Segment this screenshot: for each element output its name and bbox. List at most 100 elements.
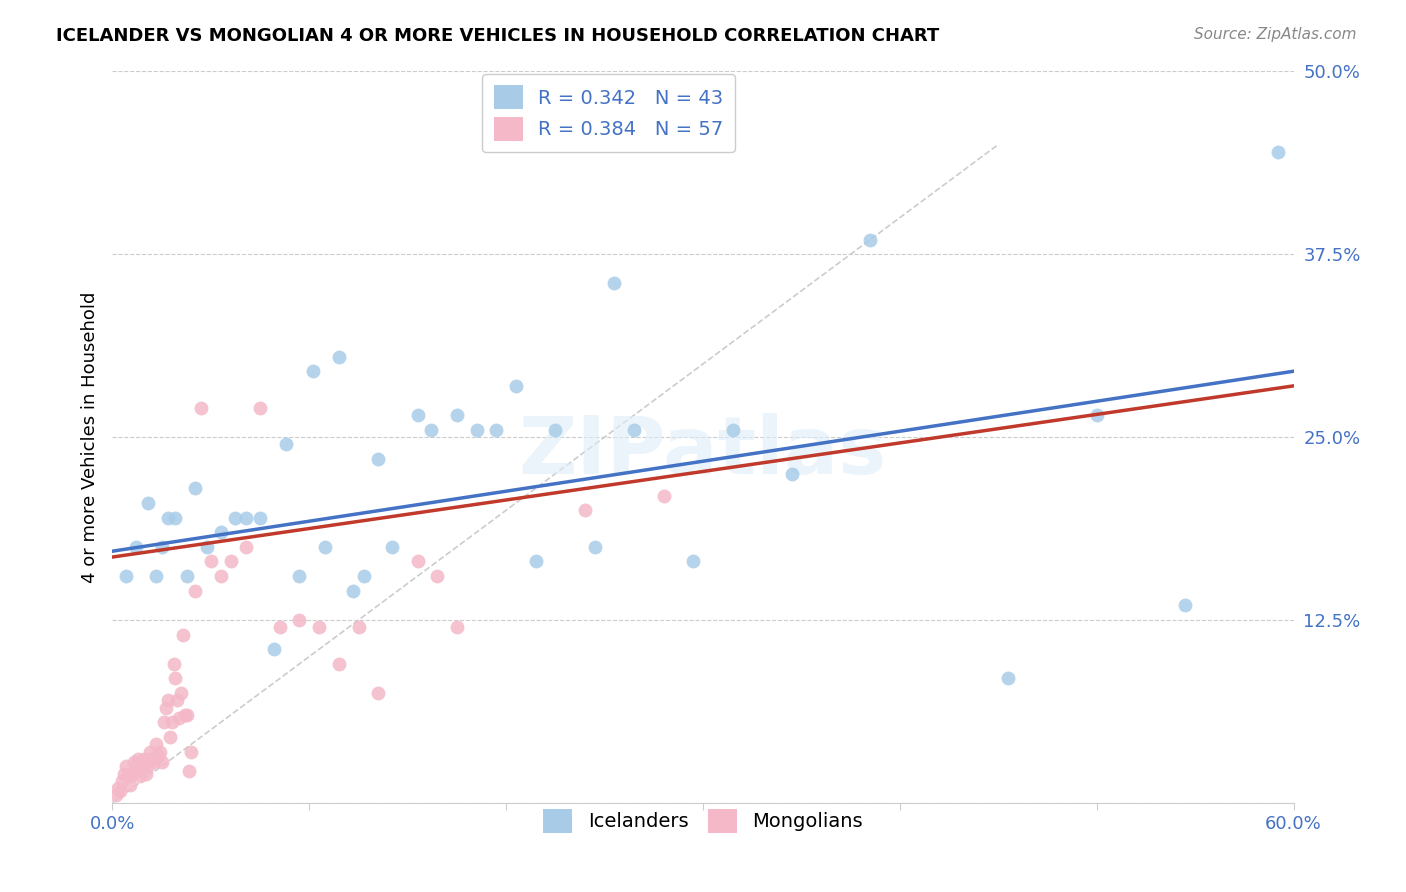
Point — [235, 540, 257, 554]
Point — [125, 540, 148, 554]
Point — [308, 620, 330, 634]
Point — [574, 503, 596, 517]
Point — [150, 755, 173, 769]
Point — [165, 510, 187, 524]
Point — [274, 437, 297, 451]
Point — [235, 510, 257, 524]
Point — [176, 708, 198, 723]
Point — [105, 789, 128, 803]
Point — [249, 510, 271, 524]
Point — [176, 569, 198, 583]
Point — [420, 423, 443, 437]
Point — [406, 554, 429, 568]
Point — [209, 569, 232, 583]
Point — [353, 569, 375, 583]
Point — [328, 350, 350, 364]
Point — [110, 784, 132, 798]
Point — [381, 540, 404, 554]
Point — [367, 452, 389, 467]
Point — [169, 711, 191, 725]
Point — [142, 755, 165, 769]
Point — [165, 672, 187, 686]
Text: Source: ZipAtlas.com: Source: ZipAtlas.com — [1194, 27, 1357, 42]
Point — [150, 540, 173, 554]
Point — [1085, 408, 1108, 422]
Point — [139, 745, 162, 759]
Point — [156, 510, 179, 524]
Point — [224, 510, 246, 524]
Point — [117, 769, 139, 783]
Point — [120, 778, 142, 792]
Point — [195, 540, 218, 554]
Point — [367, 686, 389, 700]
Point — [997, 672, 1019, 686]
Point — [347, 620, 370, 634]
Point — [131, 759, 153, 773]
Point — [288, 569, 311, 583]
Point — [160, 715, 183, 730]
Point — [682, 554, 704, 568]
Point — [859, 233, 882, 247]
Point — [159, 730, 181, 744]
Point — [184, 583, 207, 598]
Point — [170, 686, 193, 700]
Point — [780, 467, 803, 481]
Point — [446, 408, 468, 422]
Point — [146, 749, 169, 764]
Text: ZIPatlas: ZIPatlas — [519, 413, 887, 491]
Point — [145, 569, 167, 583]
Point — [200, 554, 222, 568]
Point — [135, 766, 157, 780]
Point — [328, 657, 350, 671]
Point — [426, 569, 449, 583]
Point — [485, 423, 508, 437]
Point — [174, 708, 197, 723]
Legend: Icelanders, Mongolians: Icelanders, Mongolians — [531, 797, 875, 845]
Point — [166, 693, 188, 707]
Point — [623, 423, 645, 437]
Point — [269, 620, 291, 634]
Point — [107, 781, 129, 796]
Point — [603, 277, 626, 291]
Point — [129, 769, 152, 783]
Point — [263, 642, 285, 657]
Point — [544, 423, 567, 437]
Point — [122, 755, 145, 769]
Point — [249, 401, 271, 415]
Point — [121, 766, 143, 780]
Point — [155, 700, 177, 714]
Point — [112, 766, 135, 780]
Point — [219, 554, 242, 568]
Point — [172, 627, 194, 641]
Point — [302, 364, 325, 378]
Y-axis label: 4 or more Vehicles in Household: 4 or more Vehicles in Household — [80, 292, 98, 582]
Point — [505, 379, 527, 393]
Point — [721, 423, 744, 437]
Point — [115, 759, 138, 773]
Point — [288, 613, 311, 627]
Point — [132, 752, 155, 766]
Point — [141, 752, 163, 766]
Point — [524, 554, 547, 568]
Point — [145, 737, 167, 751]
Point — [1267, 145, 1289, 159]
Point — [152, 715, 174, 730]
Point — [125, 764, 148, 778]
Point — [190, 401, 212, 415]
Point — [136, 759, 159, 773]
Point — [583, 540, 606, 554]
Point — [1174, 599, 1197, 613]
Point — [111, 773, 134, 788]
Point — [179, 764, 201, 778]
Text: ICELANDER VS MONGOLIAN 4 OR MORE VEHICLES IN HOUSEHOLD CORRELATION CHART: ICELANDER VS MONGOLIAN 4 OR MORE VEHICLE… — [56, 27, 939, 45]
Point — [162, 657, 184, 671]
Point — [446, 620, 468, 634]
Point — [180, 745, 202, 759]
Point — [127, 752, 149, 766]
Point — [406, 408, 429, 422]
Point — [314, 540, 336, 554]
Point — [149, 745, 172, 759]
Point — [115, 569, 138, 583]
Point — [652, 489, 675, 503]
Point — [465, 423, 488, 437]
